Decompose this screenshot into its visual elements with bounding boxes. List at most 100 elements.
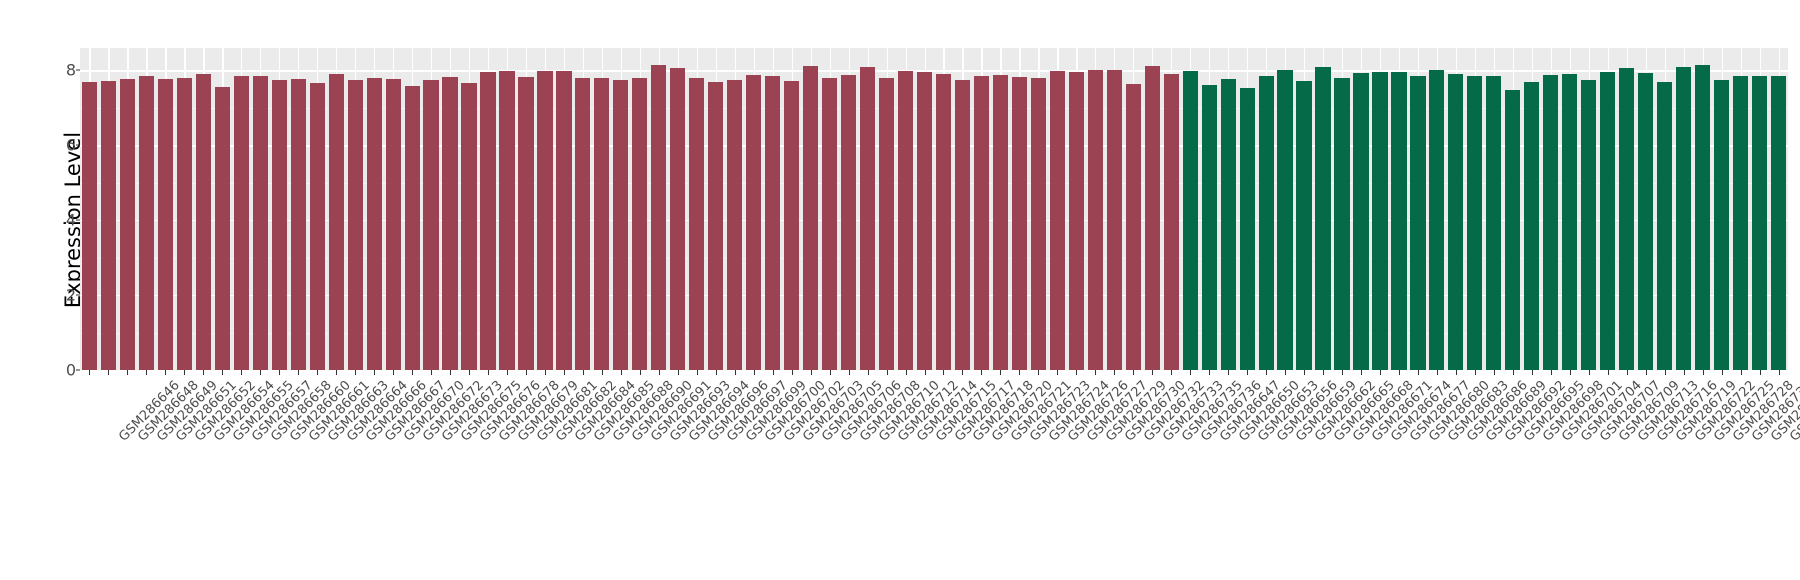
x-tick-mark	[1664, 370, 1666, 375]
x-tick-mark	[1038, 370, 1040, 375]
bar	[556, 71, 572, 370]
bar	[1315, 66, 1331, 370]
x-tick-mark	[1095, 370, 1097, 375]
x-tick-mark	[1531, 370, 1533, 375]
x-tick-mark	[1304, 370, 1306, 375]
y-tick-mark	[76, 69, 80, 71]
bar	[822, 78, 838, 370]
bar	[1372, 71, 1388, 370]
bar	[613, 79, 629, 370]
bar	[1182, 71, 1198, 370]
x-tick-mark	[1379, 370, 1381, 375]
bar	[784, 80, 800, 370]
x-tick-mark	[1114, 370, 1116, 375]
x-tick-mark	[620, 370, 622, 375]
x-tick-mark	[791, 370, 793, 375]
bar	[480, 71, 496, 370]
bar	[1467, 76, 1483, 370]
y-axis-ticks: 0 2 4 6 8	[38, 48, 80, 380]
x-tick-mark	[1209, 370, 1211, 375]
bar	[404, 85, 420, 370]
bar	[1277, 70, 1293, 370]
x-tick-mark	[867, 370, 869, 375]
y-tick-mark	[76, 369, 80, 371]
bar	[1524, 81, 1540, 370]
gridline-minor-y-7	[80, 107, 1788, 109]
x-tick-mark	[431, 370, 433, 375]
bar	[1106, 69, 1122, 370]
bar	[1391, 72, 1407, 370]
x-tick-mark	[412, 370, 414, 375]
x-tick-mark	[1417, 370, 1419, 375]
x-tick-mark	[108, 370, 110, 375]
x-tick-mark	[203, 370, 205, 375]
x-tick-mark	[905, 370, 907, 375]
bars-container	[80, 48, 1788, 370]
x-tick-mark	[1266, 370, 1268, 375]
x-tick-mark	[1190, 370, 1192, 375]
x-tick-mark	[355, 370, 357, 375]
bar	[727, 79, 743, 370]
x-tick-mark	[886, 370, 888, 375]
gridline-y-4	[80, 220, 1788, 222]
bar	[916, 72, 933, 370]
gridline-y-0	[80, 370, 1788, 372]
bar	[499, 70, 515, 370]
x-tick-mark	[601, 370, 603, 375]
x-tick-mark	[260, 370, 262, 375]
bar	[1619, 68, 1635, 370]
bar	[1334, 77, 1350, 370]
bar	[878, 77, 895, 370]
bar	[897, 70, 914, 370]
bar	[1638, 73, 1654, 370]
x-tick-mark	[943, 370, 945, 375]
x-tick-mark	[1019, 370, 1021, 375]
x-tick-mark	[279, 370, 281, 375]
x-tick-mark	[962, 370, 964, 375]
x-tick-mark	[1133, 370, 1135, 375]
x-axis-labels: GSM286646 GSM286648 GSM286649 GSM286651 GSM2…	[80, 378, 1800, 508]
x-tick-mark	[1702, 370, 1704, 375]
x-tick-mark	[1778, 370, 1780, 375]
gridline-y-2	[80, 295, 1788, 297]
bar	[1676, 67, 1692, 370]
y-tick-label: 6	[65, 135, 76, 155]
x-tick-mark	[544, 370, 546, 375]
bar	[366, 78, 382, 370]
x-tick-mark	[1361, 370, 1362, 375]
bar	[1258, 76, 1274, 370]
bar	[518, 77, 534, 370]
x-tick-mark	[393, 370, 395, 375]
bar	[1239, 88, 1255, 370]
x-tick-mark	[753, 370, 755, 375]
bar	[689, 77, 705, 370]
bar	[81, 82, 98, 370]
x-tick-mark	[563, 370, 565, 375]
x-tick-mark	[1588, 370, 1590, 375]
bar	[1068, 71, 1084, 370]
bar	[746, 74, 762, 370]
bar	[651, 64, 667, 370]
x-tick-mark	[146, 370, 148, 375]
x-tick-mark	[639, 370, 641, 375]
x-tick-mark	[1550, 370, 1552, 375]
x-tick-mark	[1607, 370, 1609, 375]
bar	[461, 83, 477, 370]
x-tick-mark	[89, 370, 91, 375]
x-tick-mark	[1759, 370, 1761, 375]
bar	[973, 76, 990, 370]
gridline-minor-y-1	[80, 332, 1788, 334]
bar	[1125, 83, 1141, 370]
x-tick-mark	[222, 370, 224, 375]
x-tick-mark	[1436, 370, 1438, 375]
bar	[290, 79, 306, 370]
x-tick-mark	[1171, 370, 1173, 375]
x-tick-mark	[374, 370, 376, 375]
bar	[157, 79, 173, 370]
x-tick-mark	[1057, 370, 1059, 375]
bar	[1543, 74, 1559, 370]
x-tick-mark	[1626, 370, 1628, 375]
y-tick-mark	[76, 144, 80, 146]
bar	[442, 77, 458, 370]
